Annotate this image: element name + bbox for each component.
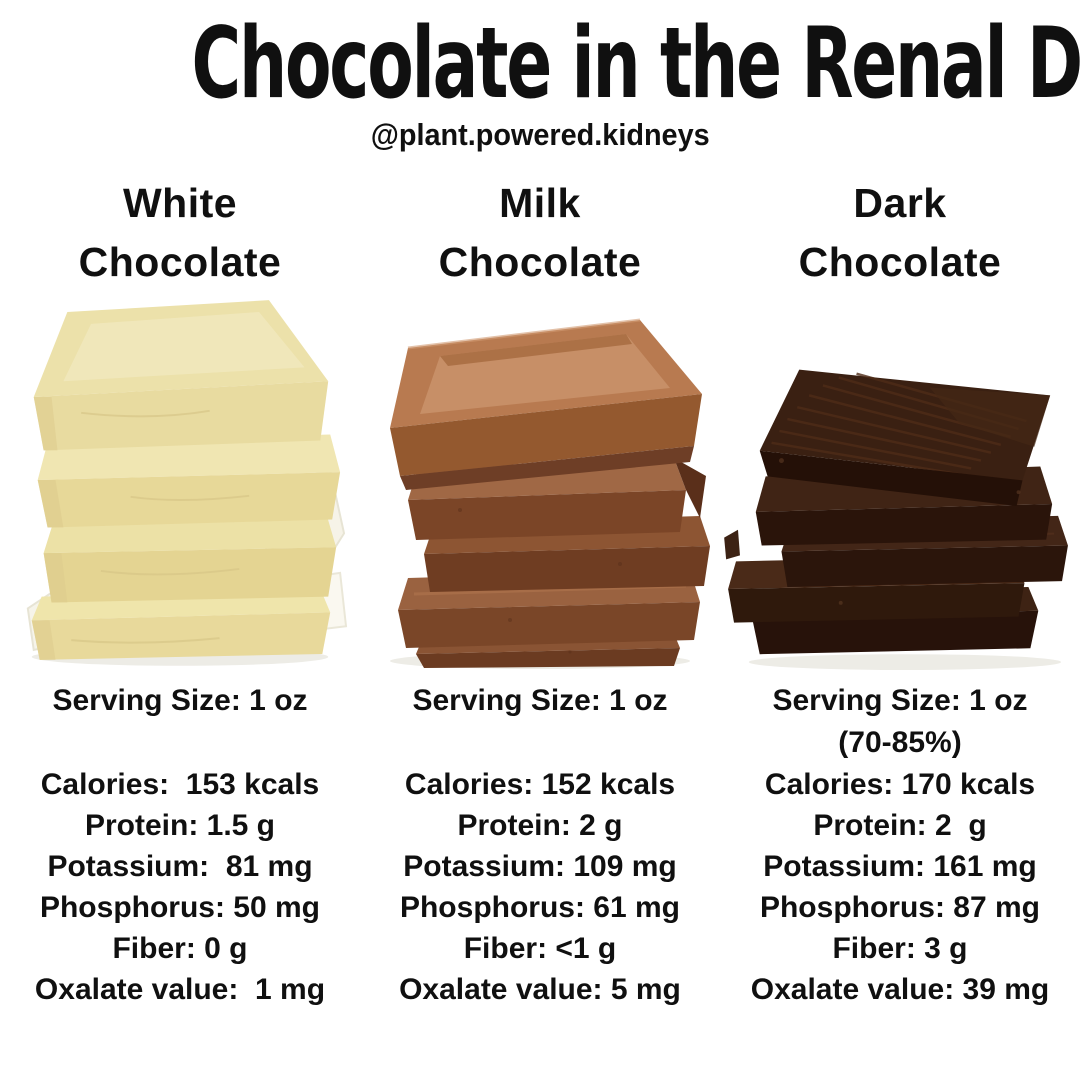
social-handle-text: @plant.powered.kidneys bbox=[370, 117, 710, 152]
fact-line: Calories: 170 kcals bbox=[764, 768, 1036, 801]
milk-chocolate-stack-image bbox=[390, 318, 710, 669]
column-title-white: White Chocolate bbox=[78, 180, 282, 285]
serving-size-block: Serving Size: 1 oz bbox=[0, 680, 360, 764]
poster-header: Chocolate in the Renal Diet @plant.power… bbox=[0, 0, 1080, 152]
fact-line: Oxalate value: 39 mg bbox=[750, 973, 1050, 1006]
fact-line: Potassium: 81 mg bbox=[47, 850, 313, 883]
fact-line: Potassium: 109 mg bbox=[403, 850, 677, 883]
column-white-chocolate: White Chocolate bbox=[0, 174, 360, 1010]
page-title: Chocolate in the Renal Diet bbox=[0, 7, 1080, 121]
comparison-columns: White Chocolate bbox=[0, 174, 1080, 1010]
fact-line: Fiber: 3 g bbox=[832, 932, 968, 965]
fact-line: Fiber: 0 g bbox=[112, 932, 248, 965]
column-dark-chocolate: Dark Chocolate bbox=[720, 174, 1080, 1010]
white-chocolate-stack-image bbox=[26, 300, 348, 666]
fact-line: Calories: 152 kcals bbox=[404, 768, 676, 801]
serving-size-block: Serving Size: 1 oz bbox=[360, 680, 720, 764]
dark-chocolate-stack-image bbox=[724, 369, 1068, 670]
serving-size-line: Serving Size: 1 oz bbox=[412, 684, 668, 717]
column-title-dark: Dark Chocolate bbox=[798, 180, 1002, 285]
column-milk-chocolate: Milk Chocolate bbox=[360, 174, 720, 1010]
serving-size-block: Serving Size: 1 oz (70-85%) bbox=[720, 680, 1080, 764]
fact-line: Phosphorus: 50 mg bbox=[39, 891, 321, 924]
milk-chocolate-image-wrap bbox=[360, 292, 720, 670]
fact-line: Phosphorus: 87 mg bbox=[759, 891, 1041, 924]
fact-line: Protein: 2 g bbox=[457, 809, 623, 842]
white-chocolate-image-wrap bbox=[0, 292, 360, 670]
serving-size-note: (70-85%) bbox=[838, 726, 962, 759]
fact-line: Oxalate value: 1 mg bbox=[34, 973, 326, 1006]
nutrition-facts-dark: Calories: 170 kcals Protein: 2 g Potassi… bbox=[720, 764, 1080, 1010]
fact-line: Potassium: 161 mg bbox=[763, 850, 1037, 883]
serving-size-line: Serving Size: 1 oz bbox=[52, 684, 308, 717]
fact-line: Oxalate value: 5 mg bbox=[399, 973, 681, 1006]
fact-line: Phosphorus: 61 mg bbox=[399, 891, 681, 924]
fact-line: Protein: 2 g bbox=[813, 809, 987, 842]
fact-line: Protein: 1.5 g bbox=[84, 809, 276, 842]
nutrition-facts-white: Calories: 153 kcals Protein: 1.5 g Potas… bbox=[0, 764, 360, 1010]
nutrition-facts-milk: Calories: 152 kcals Protein: 2 g Potassi… bbox=[360, 764, 720, 1010]
fact-line: Fiber: <1 g bbox=[463, 932, 617, 965]
serving-size-line: Serving Size: 1 oz bbox=[772, 684, 1028, 717]
page-title-text: Chocolate in the Renal Diet bbox=[191, 7, 1080, 121]
column-title-milk: Milk Chocolate bbox=[438, 180, 642, 285]
fact-line: Calories: 153 kcals bbox=[40, 768, 320, 801]
dark-chocolate-image-wrap bbox=[720, 292, 1080, 670]
social-handle: @plant.powered.kidneys bbox=[0, 118, 1080, 152]
